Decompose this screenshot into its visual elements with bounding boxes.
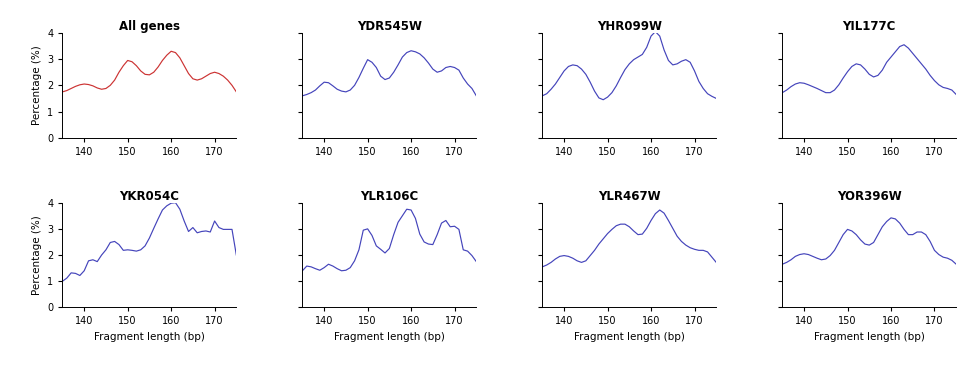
X-axis label: Fragment length (bp): Fragment length (bp) — [814, 332, 924, 342]
X-axis label: Fragment length (bp): Fragment length (bp) — [94, 332, 205, 342]
Title: YDR545W: YDR545W — [357, 20, 422, 33]
Title: YHR099W: YHR099W — [597, 20, 662, 33]
Title: YIL177C: YIL177C — [843, 20, 896, 33]
Title: YLR106C: YLR106C — [360, 190, 418, 203]
Y-axis label: Percentage (%): Percentage (%) — [32, 45, 41, 125]
Title: YKR054C: YKR054C — [119, 190, 180, 203]
X-axis label: Fragment length (bp): Fragment length (bp) — [574, 332, 685, 342]
Title: YOR396W: YOR396W — [837, 190, 901, 203]
Y-axis label: Percentage (%): Percentage (%) — [32, 215, 41, 295]
Title: YLR467W: YLR467W — [598, 190, 660, 203]
X-axis label: Fragment length (bp): Fragment length (bp) — [333, 332, 445, 342]
Title: All genes: All genes — [119, 20, 180, 33]
